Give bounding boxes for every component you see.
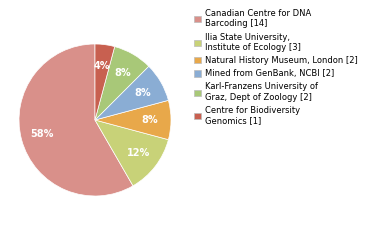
Legend: Canadian Centre for DNA
Barcoding [14], Ilia State University,
Institute of Ecol: Canadian Centre for DNA Barcoding [14], … [194, 9, 358, 125]
Wedge shape [95, 120, 168, 186]
Wedge shape [19, 44, 133, 196]
Text: 12%: 12% [127, 148, 150, 158]
Wedge shape [95, 44, 115, 120]
Wedge shape [95, 47, 149, 120]
Text: 8%: 8% [134, 88, 151, 98]
Wedge shape [95, 100, 171, 140]
Text: 4%: 4% [94, 61, 111, 71]
Text: 58%: 58% [30, 129, 54, 139]
Text: 8%: 8% [141, 115, 158, 125]
Text: 8%: 8% [114, 68, 131, 78]
Wedge shape [95, 66, 168, 120]
